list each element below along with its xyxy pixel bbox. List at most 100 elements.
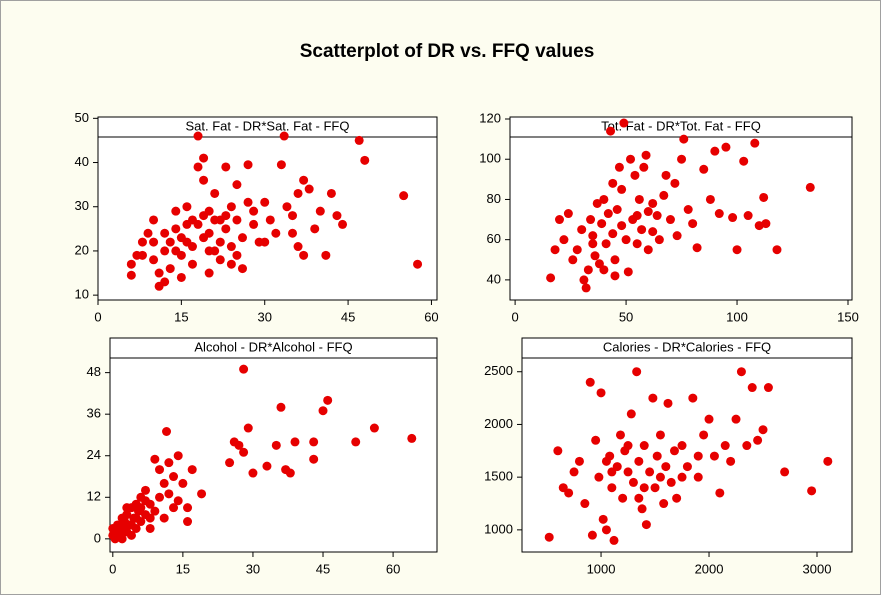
point <box>304 184 314 194</box>
point <box>553 446 563 456</box>
point <box>601 239 611 249</box>
point <box>288 228 298 238</box>
point <box>599 265 609 275</box>
point <box>608 178 618 188</box>
x-tick-label: 30 <box>257 309 271 324</box>
point <box>617 221 627 231</box>
point <box>326 188 336 198</box>
point <box>290 437 300 447</box>
point <box>225 458 235 468</box>
point <box>617 184 627 194</box>
point <box>221 211 231 221</box>
point <box>581 283 591 293</box>
point <box>679 134 689 144</box>
point <box>643 207 653 217</box>
y-tick-label: 12 <box>87 489 101 504</box>
point <box>592 198 602 208</box>
point <box>639 441 649 451</box>
point <box>715 488 725 498</box>
point <box>648 393 658 403</box>
point <box>159 513 169 523</box>
point <box>608 229 618 239</box>
point <box>614 162 624 172</box>
point <box>204 268 214 278</box>
point <box>171 224 181 234</box>
point <box>615 430 625 440</box>
point <box>634 456 644 466</box>
point <box>265 215 275 225</box>
point <box>709 451 719 461</box>
y-tick-label: 2500 <box>484 363 513 378</box>
point <box>187 259 197 269</box>
point <box>323 395 333 405</box>
point <box>623 467 633 477</box>
point <box>594 472 604 482</box>
point <box>407 433 417 443</box>
point <box>641 150 651 160</box>
y-tick-label: 20 <box>75 242 89 257</box>
y-tick-label: 2000 <box>484 416 513 431</box>
point <box>143 228 153 238</box>
point <box>732 245 742 255</box>
point <box>728 213 738 223</box>
point <box>199 175 209 185</box>
point <box>318 406 328 416</box>
point <box>645 467 655 477</box>
point <box>693 472 703 482</box>
point <box>126 270 136 280</box>
point <box>276 160 286 170</box>
point <box>351 437 361 447</box>
point <box>271 228 281 238</box>
point <box>714 209 724 219</box>
point <box>805 182 815 192</box>
point <box>554 215 564 225</box>
point <box>623 441 633 451</box>
point <box>634 194 644 204</box>
point <box>626 409 636 419</box>
point <box>262 461 272 471</box>
point <box>661 170 671 180</box>
point <box>577 225 587 235</box>
point <box>399 191 409 201</box>
point <box>154 268 164 278</box>
point <box>753 435 763 445</box>
point <box>683 205 693 215</box>
point <box>239 364 249 374</box>
point <box>164 489 174 499</box>
point <box>628 477 638 487</box>
point <box>612 205 622 215</box>
point <box>279 131 289 141</box>
point <box>171 206 181 216</box>
plot-area <box>509 116 853 301</box>
point <box>699 430 709 440</box>
point <box>750 138 760 148</box>
point <box>126 259 136 269</box>
point <box>621 235 631 245</box>
point <box>655 430 665 440</box>
point <box>736 367 746 377</box>
point <box>155 465 165 475</box>
point <box>607 483 617 493</box>
point <box>182 237 192 247</box>
panel-title: Tot. Fat - DR*Tot. Fat - FFQ <box>601 118 761 133</box>
point <box>630 170 640 180</box>
x-tick-label: 15 <box>174 309 188 324</box>
point <box>688 219 698 229</box>
point <box>122 503 132 513</box>
point <box>260 197 270 207</box>
point <box>610 271 620 281</box>
point <box>739 156 749 166</box>
point <box>569 467 579 477</box>
point <box>243 197 253 207</box>
point <box>726 456 736 466</box>
point <box>149 255 159 265</box>
point <box>226 202 236 212</box>
point <box>126 530 136 540</box>
point <box>606 126 616 136</box>
point <box>672 231 682 241</box>
point <box>315 206 325 216</box>
point <box>293 242 303 252</box>
point <box>669 446 679 456</box>
point <box>652 451 662 461</box>
point <box>150 506 160 516</box>
